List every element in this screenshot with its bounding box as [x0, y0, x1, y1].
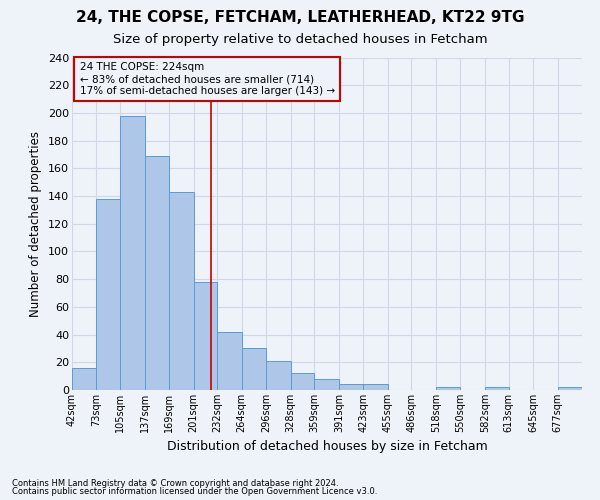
Y-axis label: Number of detached properties: Number of detached properties	[29, 130, 43, 317]
Text: Size of property relative to detached houses in Fetcham: Size of property relative to detached ho…	[113, 32, 487, 46]
Bar	[339, 384, 364, 390]
Text: 24 THE COPSE: 224sqm
← 83% of detached houses are smaller (714)
17% of semi-deta: 24 THE COPSE: 224sqm ← 83% of detached h…	[80, 62, 335, 96]
Bar	[217, 332, 242, 390]
Text: Contains public sector information licensed under the Open Government Licence v3: Contains public sector information licen…	[12, 487, 377, 496]
Bar	[96, 199, 120, 390]
Bar	[364, 384, 388, 390]
Bar	[194, 282, 217, 390]
Bar	[314, 379, 339, 390]
Bar	[436, 387, 460, 390]
Bar	[169, 192, 194, 390]
Bar	[120, 116, 145, 390]
Bar	[290, 374, 314, 390]
X-axis label: Distribution of detached houses by size in Fetcham: Distribution of detached houses by size …	[167, 440, 487, 454]
Bar	[266, 361, 290, 390]
Text: 24, THE COPSE, FETCHAM, LEATHERHEAD, KT22 9TG: 24, THE COPSE, FETCHAM, LEATHERHEAD, KT2…	[76, 10, 524, 25]
Text: Contains HM Land Registry data © Crown copyright and database right 2024.: Contains HM Land Registry data © Crown c…	[12, 478, 338, 488]
Bar	[72, 368, 96, 390]
Bar	[242, 348, 266, 390]
Bar	[485, 387, 509, 390]
Bar	[557, 387, 582, 390]
Bar	[145, 156, 169, 390]
